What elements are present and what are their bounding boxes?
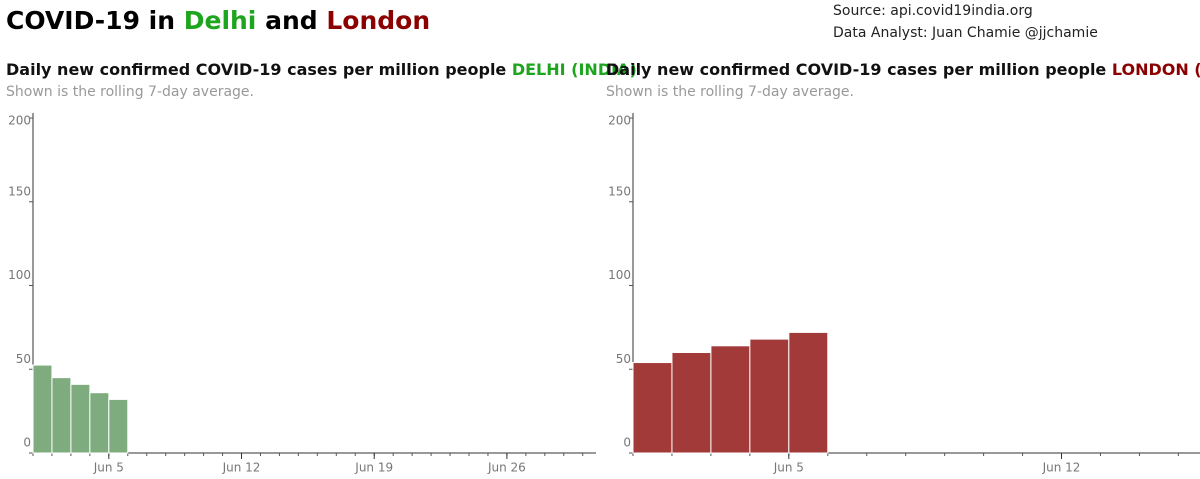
y-tick-label: 100 (8, 268, 31, 282)
chart-title-text: Daily new confirmed COVID-19 cases per m… (6, 60, 512, 79)
bar (632, 362, 673, 454)
main-title: COVID-19 in Delhi and London (6, 6, 430, 35)
chart-title: Daily new confirmed COVID-19 cases per m… (606, 60, 1200, 79)
y-tick-label: 150 (8, 184, 31, 198)
bar (788, 331, 829, 454)
bar (671, 352, 712, 454)
title-part: and (256, 6, 326, 35)
title-part: London (326, 6, 430, 35)
x-tick-label: Jun 12 (222, 461, 261, 475)
chart-title: Daily new confirmed COVID-19 cases per m… (6, 60, 637, 79)
y-tick-label: 100 (608, 268, 631, 282)
y-tick-label: 50 (16, 352, 31, 366)
bar (70, 383, 91, 454)
x-tick-label: Jun 19 (354, 461, 393, 475)
source: Source: api.covid19india.org (833, 3, 1033, 19)
y-tick-label: 200 (608, 114, 631, 128)
x-tick-label: Jun 5 (93, 461, 124, 475)
analyst: Data Analyst: Juan Chamie @jjchamie (833, 25, 1098, 41)
x-tick-label: Jun 12 (1042, 461, 1081, 475)
title-part: COVID-19 in (6, 6, 184, 35)
y-tick-label: 50 (616, 352, 631, 366)
chart-subtitle: Shown is the rolling 7-day average. (606, 84, 854, 100)
bar (749, 338, 790, 454)
chart-title-highlight: DELHI (INDIA) (512, 60, 637, 79)
chart-title-highlight: LONDON (UK) (1112, 60, 1200, 79)
y-tick-label: 0 (623, 436, 631, 450)
chart-subtitle: Shown is the rolling 7-day average. (6, 84, 254, 100)
bar (108, 398, 129, 454)
y-tick-label: 150 (608, 184, 631, 198)
title-part: Delhi (184, 6, 257, 35)
chart-title-text: Daily new confirmed COVID-19 cases per m… (606, 60, 1112, 79)
bar (710, 345, 751, 454)
y-tick-label: 200 (8, 114, 31, 128)
bar (51, 377, 72, 454)
x-tick-label: Jun 26 (487, 461, 526, 475)
y-tick-label: 0 (23, 436, 31, 450)
bar (32, 364, 53, 454)
bar (89, 392, 110, 454)
x-tick-label: Jun 5 (773, 461, 804, 475)
